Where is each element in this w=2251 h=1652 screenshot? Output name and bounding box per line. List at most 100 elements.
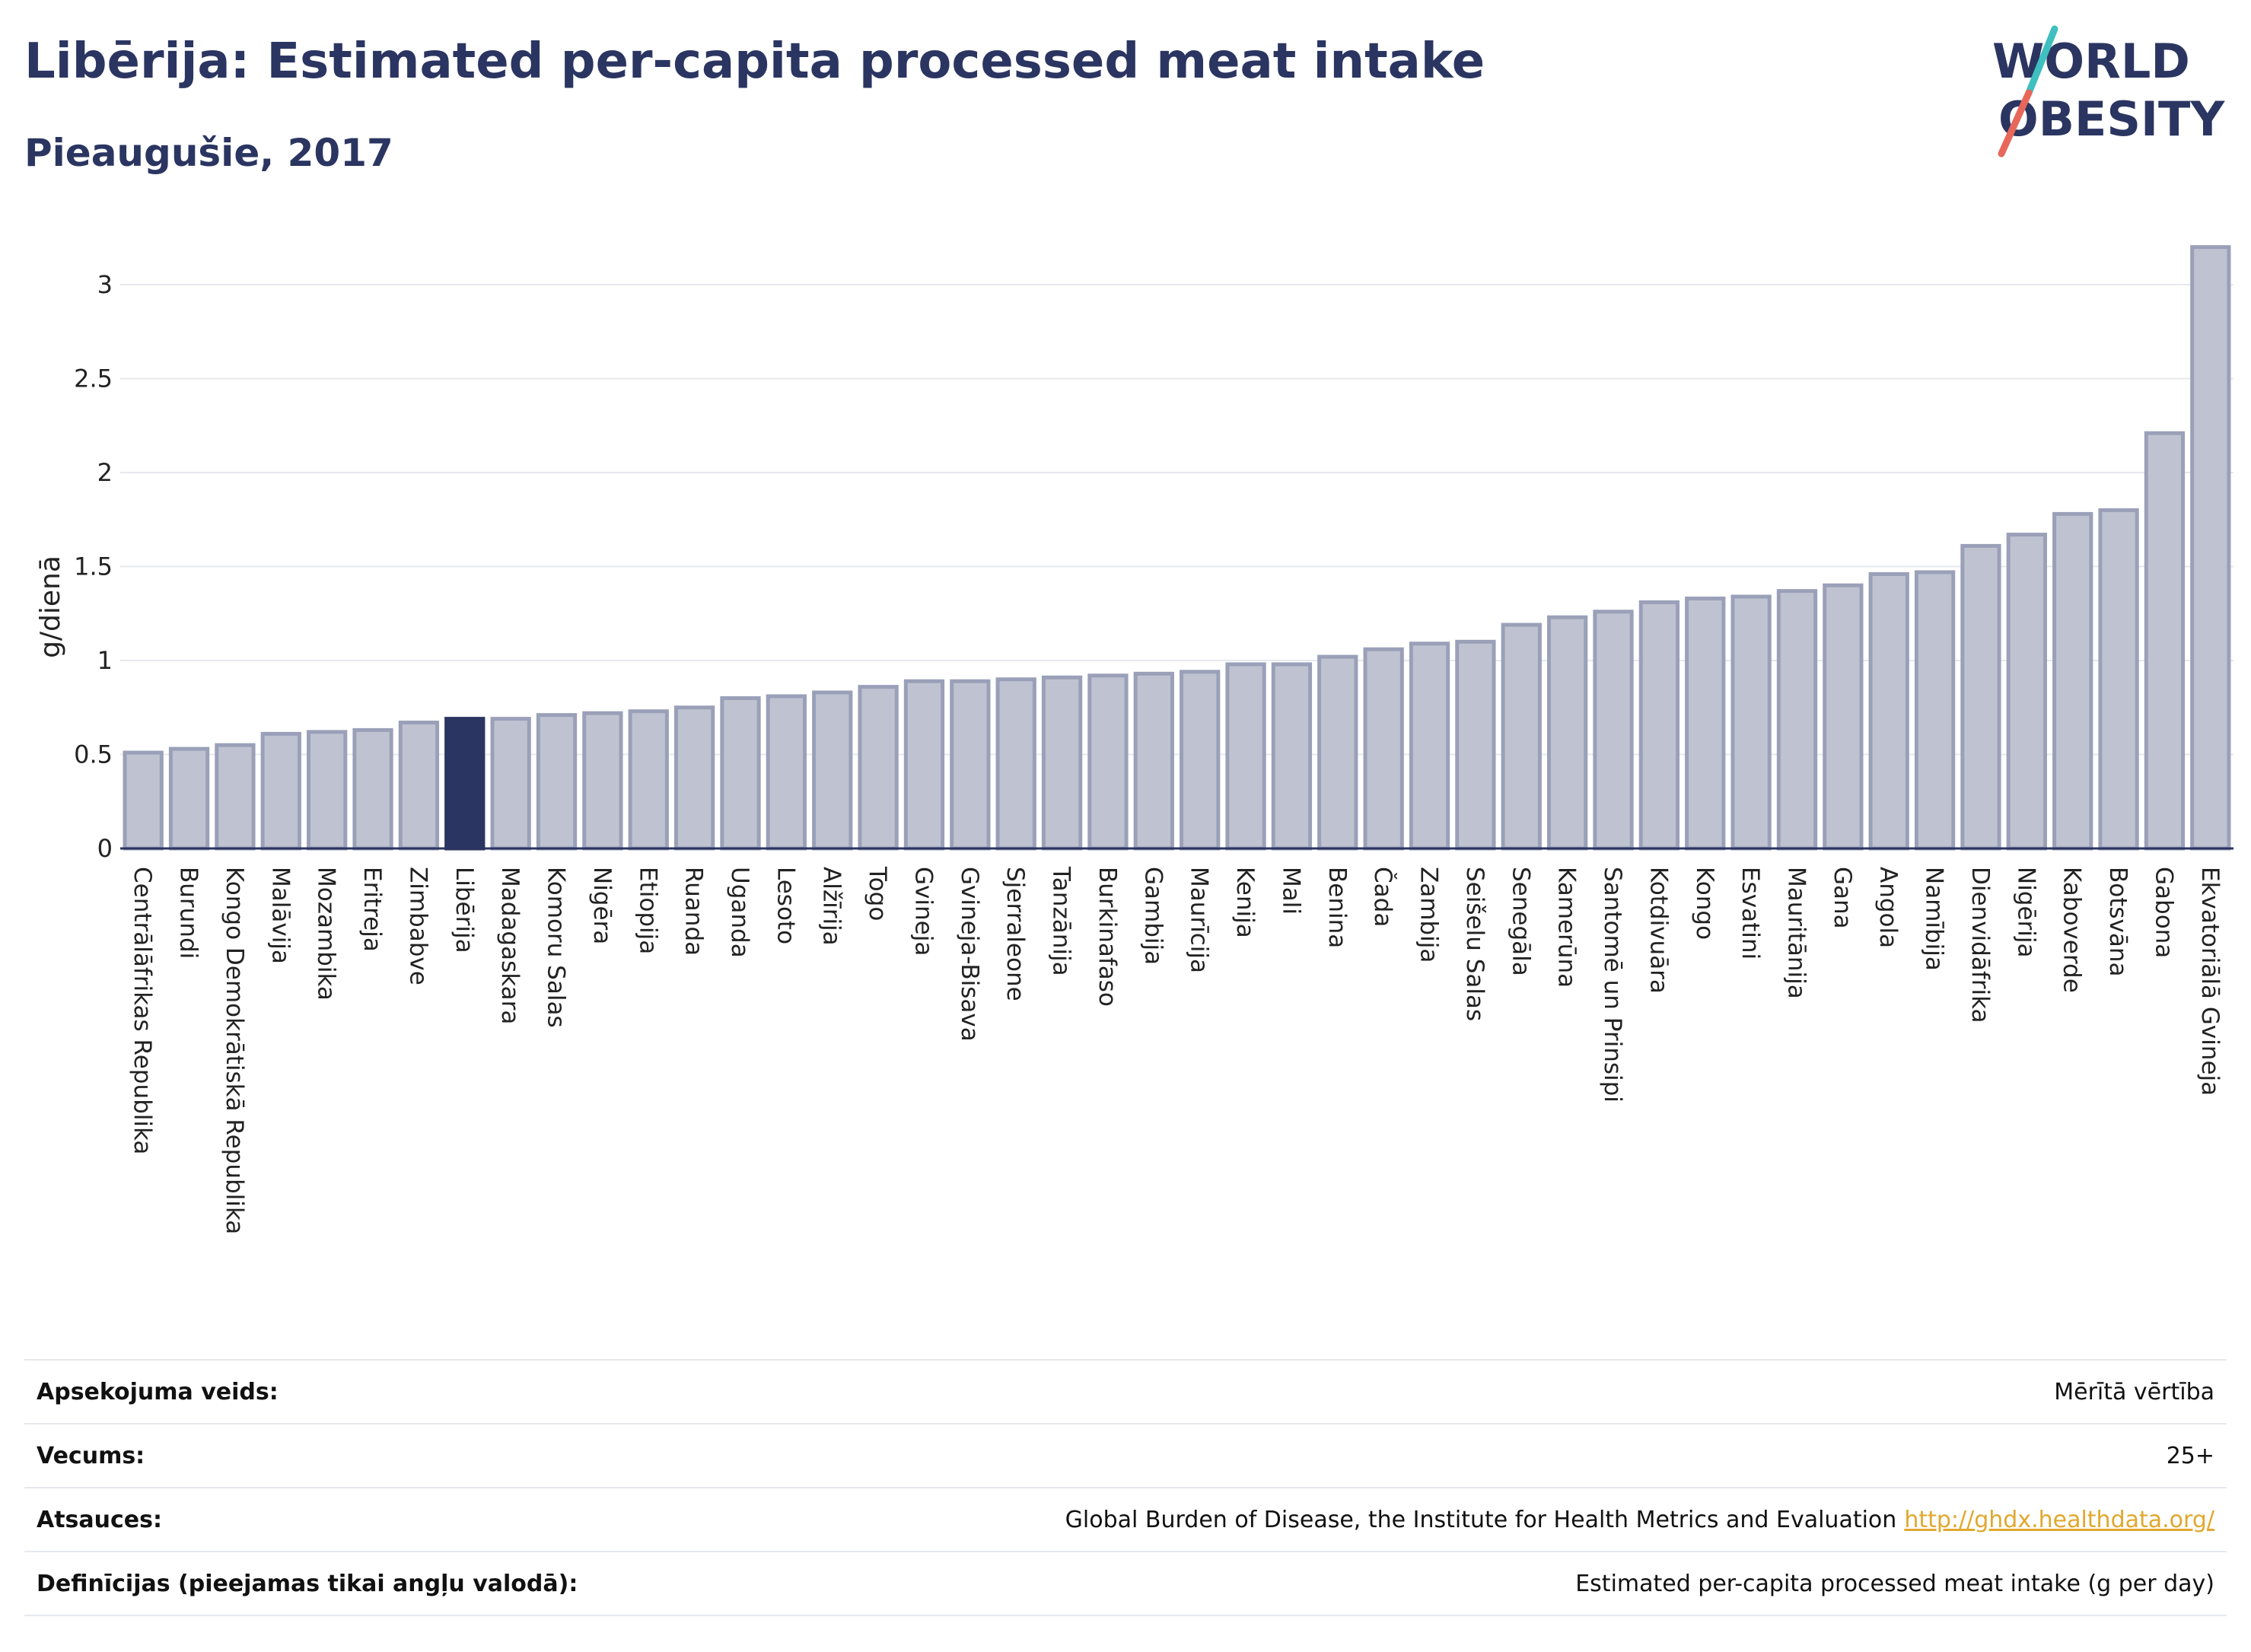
bar (2052, 511, 2093, 851)
x-tick-label: Benina (1323, 867, 1351, 948)
x-tick-label: Mozambika (313, 867, 340, 1001)
bar (1363, 647, 1404, 851)
x-tick-label: Nigēra (588, 867, 616, 944)
y-tick-label: 2.5 (74, 364, 113, 393)
x-tick-label: Malāvija (266, 867, 294, 964)
x-tick-label: Kongo Demokrātiskā Republika (221, 867, 248, 1234)
bar (1730, 594, 1772, 851)
meta-value: 25+ (2166, 1442, 2214, 1469)
bar-highlighted (444, 717, 486, 851)
bar (2144, 431, 2186, 851)
x-tick-label: Botsvāna (2104, 867, 2132, 977)
x-tick-label: Kotdivuāra (1644, 867, 1672, 994)
x-tick-label: Uganda (726, 867, 753, 958)
bar (1868, 571, 1909, 851)
bar (903, 679, 945, 851)
bar (1087, 673, 1129, 851)
x-tick-label: Namībija (1921, 867, 1948, 971)
logo-line-2: OBESITY (1998, 91, 2225, 147)
bar (1041, 675, 1083, 851)
axis-layer: 0 0.5 1 1.5 2 2.5 3 Centrālāfrikas Republika Bur… (74, 270, 2233, 1234)
x-tick-label: Madagaskara (496, 867, 524, 1024)
x-tick-label: Kamerūna (1553, 867, 1581, 988)
x-tick-label: Esvatini (1737, 867, 1764, 960)
y-tick-label: 3 (97, 270, 113, 299)
x-tick-label: Gvineja (909, 867, 937, 956)
x-tick-label: Senegāla (1507, 867, 1534, 976)
page-title: Libērija: Estimated per-capita processed… (24, 33, 1485, 90)
meta-value: Estimated per-capita processed meat inta… (1575, 1570, 2214, 1597)
bar (950, 679, 991, 851)
bar (260, 731, 301, 851)
x-tick-label: Alžīrija (818, 867, 845, 946)
bar (1271, 662, 1313, 851)
x-tick-label: Mali (1277, 867, 1304, 915)
x-tick-label: Gabona (2150, 867, 2177, 958)
meta-label: Atsauces: (37, 1506, 162, 1533)
logo-line-1: WORLD (1992, 33, 2190, 89)
x-tick-label: Santomē un Prinsipi (1599, 867, 1626, 1103)
bar (1133, 671, 1174, 851)
x-tick-label: Libērija (451, 867, 478, 953)
bar (766, 694, 807, 851)
bar (1593, 610, 1634, 851)
bar (2006, 533, 2047, 851)
x-tick-label: Maurīcija (1186, 867, 1213, 973)
x-tick-label: Angola (1874, 867, 1902, 948)
bar (215, 743, 256, 851)
x-tick-label: Centrālāfrikas Republika (129, 867, 156, 1154)
bar (1501, 622, 1542, 851)
meta-label: Vecums: (37, 1442, 145, 1469)
bar (628, 709, 669, 851)
bar (1823, 583, 1864, 851)
bar-layer (123, 245, 2231, 851)
bar (352, 727, 393, 851)
y-tick-label: 1 (97, 646, 113, 675)
logo-slash-top (2025, 25, 2058, 97)
y-tick-label: 2 (97, 458, 113, 487)
bar (582, 711, 623, 851)
x-tick-label: Kongo (1691, 867, 1718, 940)
meta-row-age: Vecums: 25+ (24, 1423, 2227, 1487)
x-tick-label: Eritreja (358, 867, 386, 952)
meta-value-references: Global Burden of Disease, the Institute … (1065, 1507, 2227, 1533)
x-tick-label: Tanzānija (1048, 866, 1075, 976)
bar-chart: 0 0.5 1 1.5 2 2.5 3 Centrālāfrikas Republika Bur… (35, 245, 2233, 1234)
bar (1546, 615, 1588, 851)
bar (673, 705, 715, 851)
bar (1225, 662, 1266, 851)
bar (1776, 589, 1818, 851)
meta-row-references: Atsauces: Global Burden of Disease, the … (24, 1487, 2227, 1551)
bar (720, 695, 761, 851)
bar (1685, 597, 1726, 851)
bar (1638, 600, 1680, 851)
bar (398, 721, 440, 851)
bar (536, 713, 578, 851)
bar (858, 685, 899, 851)
reference-link[interactable]: http://ghdx.healthdata.org/ (1904, 1506, 2214, 1533)
page-subtitle: Pieaugušie, 2017 (24, 131, 393, 175)
world-obesity-logo: WORLD OBESITY (1992, 25, 2225, 158)
x-tick-label: Burkinafaso (1094, 867, 1121, 1007)
bar (2190, 245, 2231, 851)
reference-text: Global Burden of Disease, the Institute … (1065, 1506, 1897, 1533)
x-tick-label: Gambija (1139, 867, 1167, 965)
meta-value: Mērītā vērtība (2054, 1378, 2214, 1405)
bar (490, 717, 531, 851)
x-tick-label: Etiopija (634, 867, 661, 954)
x-tick-label: Sjerraleone (1001, 867, 1029, 1001)
x-tick-label: Ruanda (680, 867, 708, 956)
meta-row-definitions: Definīcijas (pieejamas tikai angļu valod… (24, 1551, 2227, 1616)
bar (123, 750, 164, 851)
x-tick-label: Dienvidāfrika (1966, 867, 1994, 1023)
bar (1455, 639, 1496, 851)
x-tick-label: Lesoto (772, 867, 799, 944)
logo-slash-bottom (1998, 89, 2033, 158)
bar (1180, 670, 1221, 851)
x-tick-label: Kenija (1231, 867, 1259, 938)
bar (812, 690, 853, 851)
x-tick-label: Zambija (1415, 867, 1443, 963)
bar (1409, 641, 1450, 851)
bar (307, 730, 348, 851)
y-axis-label: g/dienā (35, 555, 66, 658)
